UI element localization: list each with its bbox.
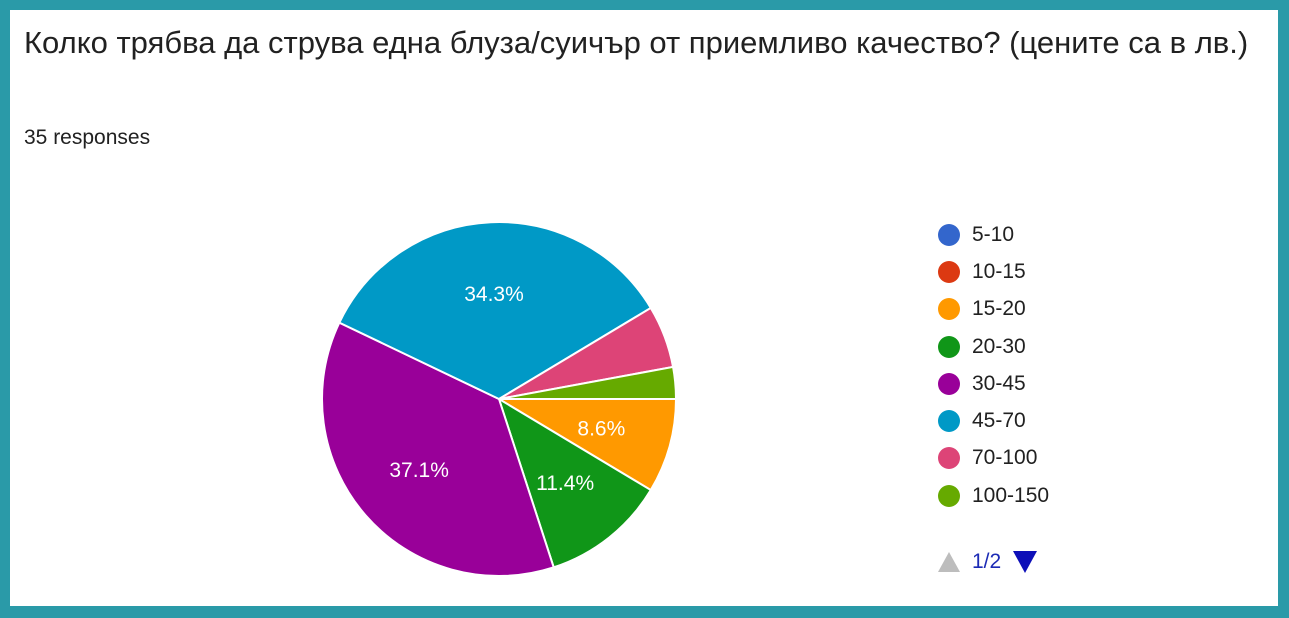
legend-swatch xyxy=(938,373,960,395)
legend-swatch xyxy=(938,224,960,246)
slice-label-30-45: 37.1% xyxy=(389,459,449,482)
legend-item-15-20[interactable]: 15-20 xyxy=(938,291,1049,328)
legend-label: 70-100 xyxy=(972,446,1037,470)
chart-legend: 5-10 10-15 15-20 20-30 30-45 45-70 70-100 100-1… xyxy=(938,216,1049,514)
pager-text: 1/2 xyxy=(972,550,1001,574)
legend-pager: 1/2 xyxy=(938,550,1037,574)
legend-item-5-10[interactable]: 5-10 xyxy=(938,216,1049,253)
legend-swatch xyxy=(938,447,960,469)
chart-card: Колко трябва да струва една блуза/суичър… xyxy=(10,10,1278,606)
slice-label-15-20: 8.6% xyxy=(577,417,625,440)
legend-label: 20-30 xyxy=(972,335,1026,359)
legend-item-70-100[interactable]: 70-100 xyxy=(938,440,1049,477)
legend-label: 10-15 xyxy=(972,260,1026,284)
legend-item-10-15[interactable]: 10-15 xyxy=(938,253,1049,290)
legend-label: 5-10 xyxy=(972,223,1014,247)
legend-swatch xyxy=(938,336,960,358)
triangle-up-icon[interactable] xyxy=(938,552,960,572)
legend-swatch xyxy=(938,410,960,432)
slice-label-45-70: 34.3% xyxy=(464,283,524,306)
legend-swatch xyxy=(938,298,960,320)
legend-item-100-150[interactable]: 100-150 xyxy=(938,477,1049,514)
legend-label: 30-45 xyxy=(972,372,1026,396)
legend-item-30-45[interactable]: 30-45 xyxy=(938,365,1049,402)
legend-item-45-70[interactable]: 45-70 xyxy=(938,402,1049,439)
legend-label: 45-70 xyxy=(972,409,1026,433)
triangle-down-icon[interactable] xyxy=(1013,551,1037,573)
slice-label-20-30: 11.4% xyxy=(536,472,594,495)
legend-swatch xyxy=(938,485,960,507)
legend-swatch xyxy=(938,261,960,283)
pie-chart: 8.6% 11.4% 37.1% 34.3% xyxy=(10,10,1278,606)
legend-label: 100-150 xyxy=(972,484,1049,508)
legend-item-20-30[interactable]: 20-30 xyxy=(938,328,1049,365)
legend-label: 15-20 xyxy=(972,297,1026,321)
